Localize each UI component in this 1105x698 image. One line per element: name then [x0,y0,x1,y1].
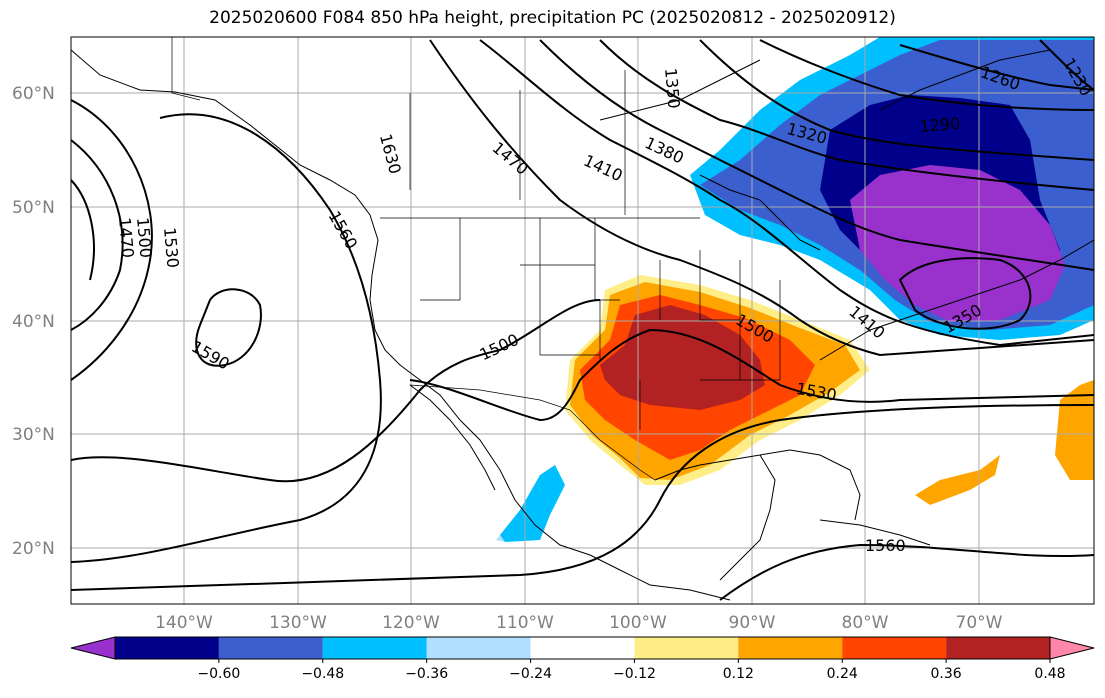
colorbar-tick-label: −0.36 [405,666,448,682]
colorbar: −0.60 −0.48 −0.36 −0.24 −0.12 0.12 0.24 0.36 0.4… [70,636,1095,682]
lon-tick-80: 80°W [842,613,889,633]
lat-tick-60: 60°N [12,84,55,104]
colorbar-segment [634,637,739,659]
lon-tick-140: 140°W [155,613,213,633]
political-borders [171,37,781,481]
longitude-labels: 140°W 130°W 120°W 110°W 100°W 90°W 80°W … [155,613,1003,633]
map-title: 2025020600 F084 850 hPa height, precipit… [209,8,896,28]
colorbar-segment [530,637,635,659]
colorbar-extend-high [1049,636,1095,660]
colorbar-segment [738,637,843,659]
lon-tick-130: 130°W [269,613,327,633]
colorbar-tick-label: −0.12 [613,666,656,682]
graticule [71,37,1094,604]
colorbar-extend-low [70,636,116,660]
map-frame [70,36,1095,605]
colorbar-tick-label: 0.36 [931,666,962,682]
lon-tick-120: 120°W [382,613,440,633]
lat-tick-40: 40°N [12,312,55,332]
colorbar-tick-label: 0.48 [1034,666,1065,682]
colorbar-tick-label: 0.12 [723,666,754,682]
colorbar-tick-label: 0.24 [827,666,858,682]
colorbar-segment [426,637,531,659]
colorbar-segment [218,637,323,659]
lon-tick-90: 90°W [729,613,776,633]
lat-tick-30: 30°N [12,425,55,445]
colorbar-segment [842,637,947,659]
negative-anomaly-baja [496,465,565,542]
contour-label: 1350 [661,67,683,109]
contour-label: 1500 [133,217,155,259]
colorbar-segment [946,637,1050,659]
colorbar-segment [322,637,427,659]
colorbar-tick-label: −0.24 [509,666,552,682]
contour-label: 1470 [115,217,137,259]
lat-tick-50: 50°N [12,198,55,218]
colorbar-tick-label: −0.48 [301,666,344,682]
contour-label: 1560 [865,536,906,555]
colorbar-segment [115,637,219,659]
contour-label: 1530 [160,227,182,269]
lat-tick-20: 20°N [12,539,55,559]
colorbar-tick-label: −0.60 [197,666,240,682]
map-area: 1230 1260 1290 1320 1350 1380 1410 1410 … [71,37,1094,604]
lon-tick-70: 70°W [956,613,1003,633]
lon-tick-100: 100°W [609,613,667,633]
latitude-labels: 60°N 50°N 40°N 30°N 20°N [12,84,55,559]
height-contours [71,39,1094,601]
lon-tick-110: 110°W [496,613,554,633]
contour-label: 1290 [919,114,961,136]
colorbar-outline [114,636,1051,660]
